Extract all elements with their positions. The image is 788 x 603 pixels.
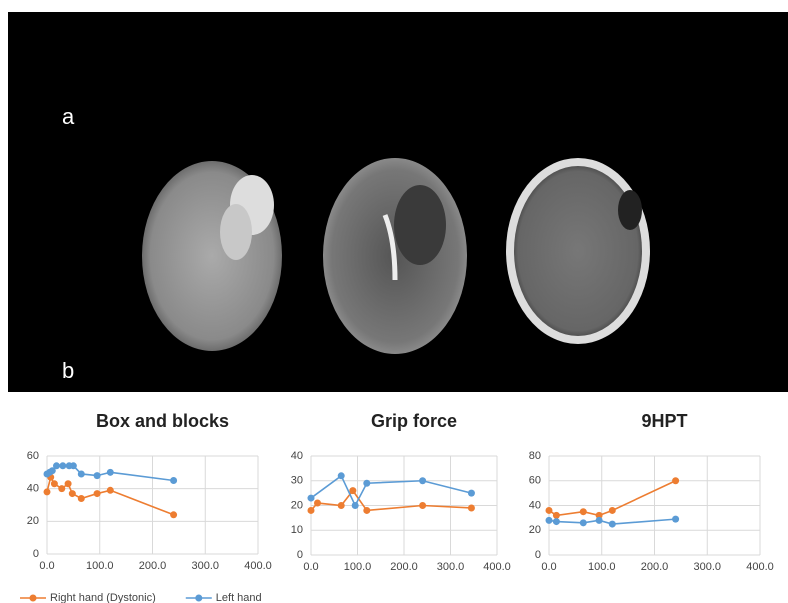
- data-point: [349, 487, 356, 494]
- y-tick-label: 0: [535, 549, 541, 561]
- data-point: [65, 480, 72, 487]
- data-point: [468, 490, 475, 497]
- x-tick-label: 300.0: [693, 561, 721, 573]
- panel-label: a: [62, 104, 75, 129]
- x-tick-label: 200.0: [139, 560, 167, 572]
- panel-label: b: [62, 358, 74, 383]
- series-line: [311, 491, 471, 511]
- y-tick-label: 20: [291, 499, 303, 511]
- y-tick-label: 40: [291, 450, 303, 462]
- data-point: [70, 462, 77, 469]
- data-point: [53, 462, 60, 469]
- chart-title: Box and blocks: [96, 411, 229, 431]
- data-point: [59, 462, 66, 469]
- data-point: [468, 504, 475, 511]
- data-point: [609, 507, 616, 514]
- data-point: [553, 512, 560, 519]
- data-point: [363, 480, 370, 487]
- data-point: [69, 490, 76, 497]
- data-point: [419, 502, 426, 509]
- data-point: [58, 485, 65, 492]
- data-point: [546, 507, 553, 514]
- x-tick-label: 300.0: [437, 561, 465, 573]
- data-point: [94, 490, 101, 497]
- y-tick-label: 40: [529, 499, 541, 511]
- data-point: [170, 477, 177, 484]
- y-tick-label: 40: [27, 483, 39, 495]
- chart-title: Grip force: [371, 411, 457, 431]
- y-tick-label: 10: [291, 524, 303, 536]
- data-point: [107, 469, 114, 476]
- data-point: [352, 502, 359, 509]
- data-point: [338, 472, 345, 479]
- data-point: [609, 521, 616, 528]
- legend-label: Right hand (Dystonic): [50, 592, 156, 603]
- x-tick-label: 0.0: [39, 560, 54, 572]
- data-point: [419, 477, 426, 484]
- brain-images: [142, 158, 650, 354]
- figure: a b Box and blocks02040600.0100.0200.030…: [0, 0, 788, 603]
- x-tick-label: 200.0: [390, 561, 418, 573]
- x-tick-label: 400.0: [483, 561, 511, 573]
- data-point: [546, 517, 553, 524]
- data-point: [51, 480, 58, 487]
- y-tick-label: 20: [27, 515, 39, 527]
- x-tick-label: 400.0: [244, 560, 272, 572]
- data-point: [78, 470, 85, 477]
- data-point: [107, 487, 114, 494]
- y-tick-label: 20: [529, 524, 541, 536]
- chart-title: 9HPT: [641, 411, 687, 431]
- page: {"panel_labels": ["a", "b"], "chart_data…: [0, 0, 788, 603]
- legend-marker: [30, 595, 37, 602]
- data-point: [363, 507, 370, 514]
- y-tick-label: 60: [529, 475, 541, 487]
- data-point: [553, 518, 560, 525]
- data-point: [78, 495, 85, 502]
- x-tick-label: 100.0: [344, 561, 372, 573]
- y-tick-label: 80: [529, 450, 541, 462]
- y-tick-label: 0: [297, 549, 303, 561]
- data-point: [338, 502, 345, 509]
- x-tick-label: 400.0: [746, 561, 774, 573]
- data-point: [94, 472, 101, 479]
- legend-marker: [195, 595, 202, 602]
- x-tick-label: 0.0: [303, 561, 318, 573]
- data-point: [580, 508, 587, 515]
- x-tick-label: 300.0: [191, 560, 219, 572]
- legend-label: Left hand: [216, 592, 262, 603]
- data-point: [170, 511, 177, 518]
- data-point: [308, 495, 315, 502]
- data-point: [308, 507, 315, 514]
- x-tick-label: 100.0: [588, 561, 616, 573]
- x-tick-label: 100.0: [86, 560, 114, 572]
- x-tick-label: 200.0: [641, 561, 669, 573]
- data-point: [672, 516, 679, 523]
- x-tick-label: 0.0: [541, 561, 556, 573]
- data-point: [672, 477, 679, 484]
- y-tick-label: 30: [291, 475, 303, 487]
- y-tick-label: 0: [33, 548, 39, 560]
- data-point: [314, 500, 321, 507]
- data-point: [596, 517, 603, 524]
- y-tick-label: 60: [27, 450, 39, 462]
- data-point: [44, 488, 51, 495]
- data-point: [580, 519, 587, 526]
